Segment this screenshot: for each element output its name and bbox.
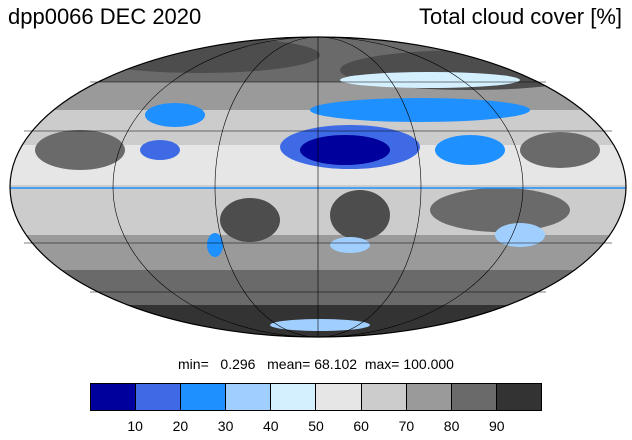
map-border — [9, 36, 627, 338]
legend-swatch — [271, 384, 317, 410]
variable-title: Total cloud cover [%] — [419, 4, 622, 29]
legend-swatch — [316, 384, 362, 410]
max-value: 100.000 — [403, 356, 454, 372]
south-america-clear — [207, 233, 223, 257]
south-africa-clear — [330, 237, 370, 253]
legend-tick-label: 40 — [263, 418, 279, 434]
legend-swatch — [361, 384, 407, 410]
statistics-line: min= 0.296 mean= 68.102 max= 100.000 — [178, 356, 454, 372]
legend-swatch — [406, 384, 452, 410]
australia-clear — [495, 223, 545, 247]
legend-tick-label: 60 — [353, 418, 369, 434]
congo-cloud — [330, 190, 390, 240]
legend-tick-label: 90 — [489, 418, 505, 434]
legend-swatch — [136, 384, 182, 410]
color-legend — [90, 383, 542, 411]
north-america-clear — [145, 103, 205, 127]
min-value: 0.296 — [220, 356, 256, 372]
legend-ticks: 10 20 30 40 50 60 70 80 90 — [90, 418, 542, 436]
map-fill — [10, 37, 626, 337]
legend-swatch — [181, 384, 227, 410]
mean-value: 68.102 — [314, 356, 358, 372]
legend-tick-label: 50 — [308, 418, 324, 434]
legend-tick-label: 10 — [127, 418, 143, 434]
mexico-clear — [140, 140, 180, 160]
legend-tick-label: 70 — [398, 418, 415, 434]
legend-tick-label: 20 — [172, 418, 189, 434]
legend-tick-label: 80 — [443, 418, 460, 434]
north-africa-clear — [310, 98, 530, 122]
legend-tick-label: 30 — [217, 418, 234, 434]
legend-swatch — [451, 384, 497, 410]
legend-swatch — [496, 384, 541, 410]
amazon-cloud — [220, 198, 280, 242]
legend-swatch — [226, 384, 272, 410]
legend-swatch — [91, 384, 137, 410]
arabia-clear — [435, 135, 505, 165]
plot-title: dpp0066 DEC 2020 — [8, 4, 202, 29]
southern-ocean-band — [10, 270, 626, 305]
